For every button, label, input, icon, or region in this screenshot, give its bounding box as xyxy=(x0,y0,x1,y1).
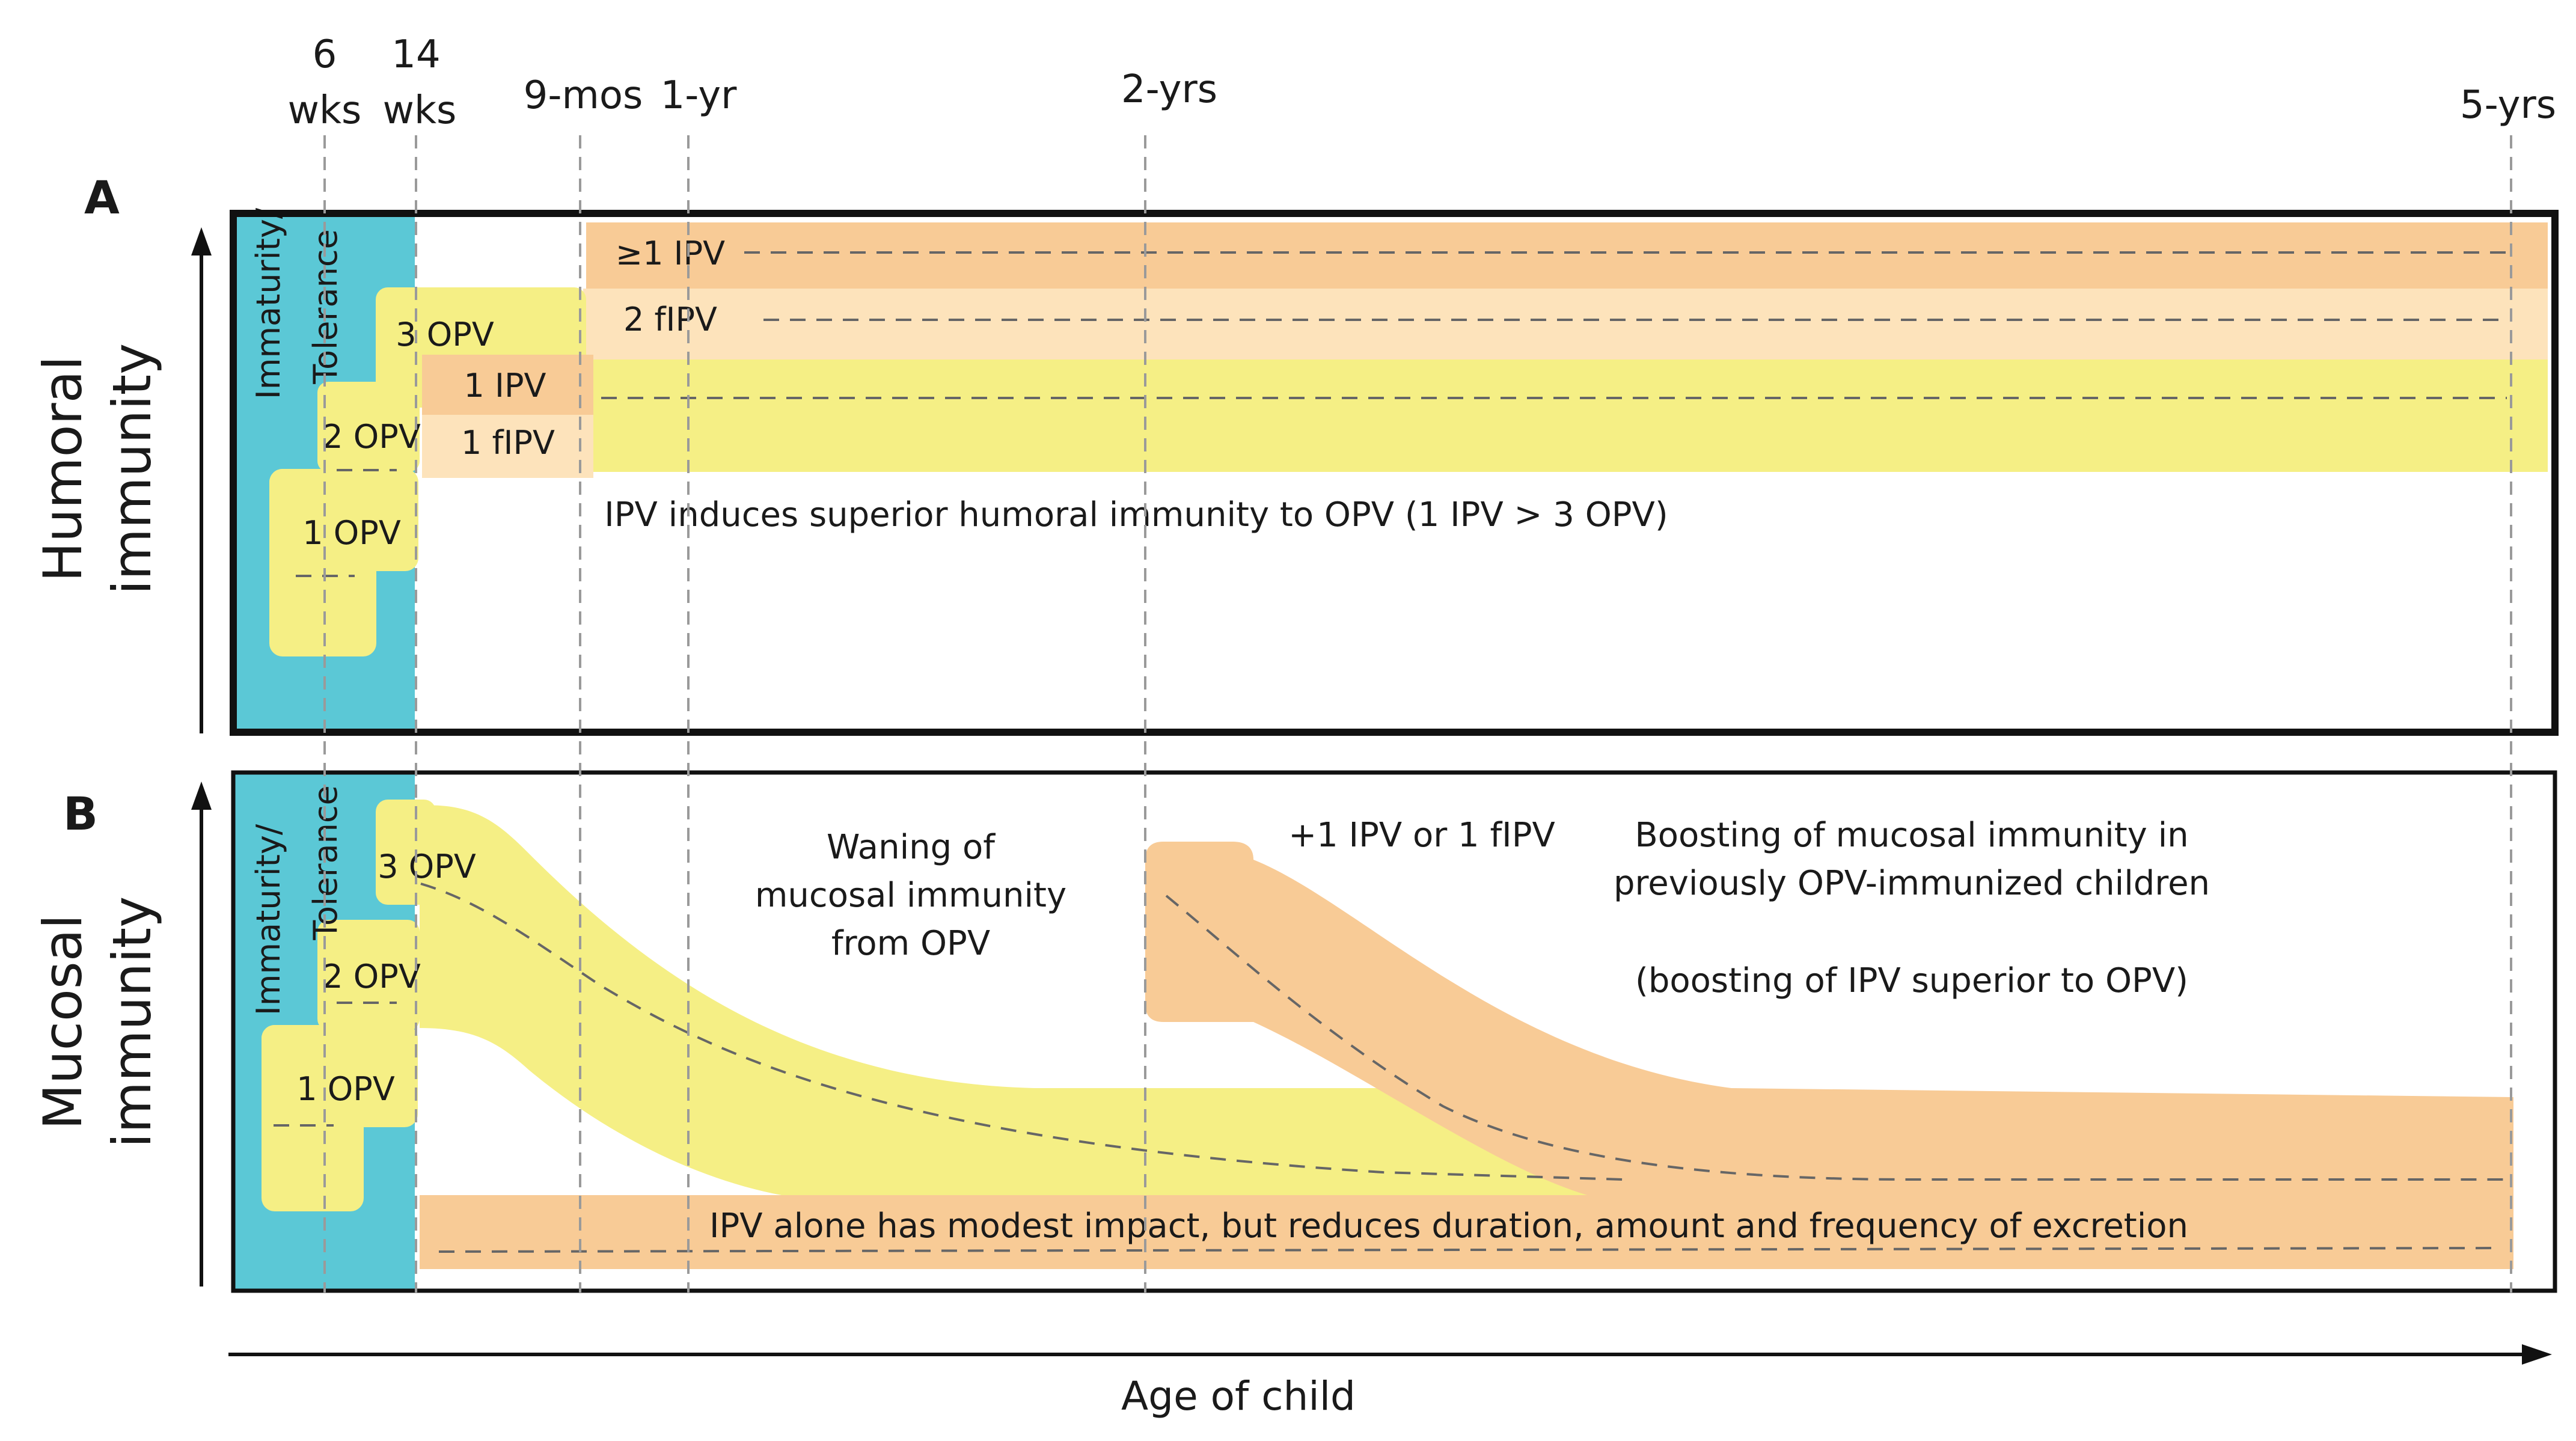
panel-b-y-arrow-head xyxy=(191,782,212,810)
panel-a-fipv1-label: 1 fIPV xyxy=(461,424,555,462)
tick-1yr: 1-yr xyxy=(661,73,738,118)
panel-a-immaturity-label: Immaturity/ xyxy=(249,207,287,399)
panel-b-opv-dash-curve xyxy=(420,883,1624,1181)
panel-a-opv1-shelf xyxy=(269,469,418,571)
tick-6wks-top: 6 xyxy=(313,32,337,77)
tick-6wks-bottom: wks xyxy=(288,88,362,133)
panel-b-immaturity-label: Immaturity/ xyxy=(249,824,287,1015)
panel-a-y-arrow-head xyxy=(191,227,212,255)
panel-b: Immaturity/ Tolerance 1 OPV 2 OPV 3 OPV … xyxy=(231,770,2557,1293)
panel-b-ipv-alone-band xyxy=(420,1195,2513,1269)
panel-b-waning-line3: from OPV xyxy=(831,924,990,963)
panel-a-frame xyxy=(230,210,2559,736)
tick-2yrs: 2-yrs xyxy=(1121,67,1217,112)
tick-14wks-bottom: wks xyxy=(383,88,457,133)
panel-b-opv1-label: 1 OPV xyxy=(296,1070,395,1108)
y-label-mucosal: Mucosal xyxy=(32,914,94,1130)
panel-b-ipv-alone-label: IPV alone has modest impact, but reduces… xyxy=(709,1207,2188,1246)
panel-a-ipv-many-label: ≥1 IPV xyxy=(616,234,725,272)
panel-b-opv3-step xyxy=(376,800,436,905)
panel-a-opv3-label: 3 OPV xyxy=(396,316,494,353)
panel-b-boost-note: (boosting of IPV superior to OPV) xyxy=(1635,961,2188,1000)
panel-b-boost-line1: Boosting of mucosal immunity in xyxy=(1635,816,2188,855)
panel-b-ipv-boost-band xyxy=(1145,842,2513,1195)
panel-a-note: IPV induces superior humoral immunity to… xyxy=(604,495,1668,534)
panel-b-waning-line1: Waning of xyxy=(827,828,996,867)
panel-a-fipv2-band xyxy=(583,289,2548,359)
panel-a-fipv2-label: 2 fIPV xyxy=(623,301,717,338)
panel-b-letter: B xyxy=(63,787,98,840)
panel-a-opv1-label: 1 OPV xyxy=(302,514,401,552)
panel-a-letter: A xyxy=(84,171,120,224)
x-axis: Age of child xyxy=(228,1344,2552,1419)
panel-b-waning-line2: mucosal immunity xyxy=(755,876,1066,915)
y-label-mucosal-immunity: immunity xyxy=(101,896,163,1148)
x-axis-arrow-head xyxy=(2522,1344,2552,1365)
tick-5yrs: 5-yrs xyxy=(2460,83,2556,127)
panel-b-opv-waning-band xyxy=(420,805,1587,1195)
y-label-humoral-immunity: immunity xyxy=(101,343,163,595)
x-tick-labels: 6 wks 14 wks 9-mos 1-yr 2-yrs 5-yrs xyxy=(288,32,2556,133)
panel-b-y-label: Mucosal immunity xyxy=(32,896,163,1148)
panel-b-opv2-label: 2 OPV xyxy=(322,958,421,996)
panel-b-boost-dose: +1 IPV or 1 fIPV xyxy=(1288,816,1555,855)
panel-b-immaturity-text: Immaturity/ xyxy=(249,824,287,1015)
panel-b-frame xyxy=(231,770,2557,1293)
y-axis-arrows xyxy=(191,227,212,1286)
tick-14wks-top: 14 xyxy=(391,32,440,77)
panel-a-fipv1-step xyxy=(422,415,593,478)
panel-a-immaturity-text: Immaturity/ xyxy=(249,207,287,399)
tick-9mos: 9-mos xyxy=(524,73,643,118)
panel-b-opv3-label: 3 OPV xyxy=(378,848,476,886)
panel-a-ipv-band xyxy=(586,222,2548,289)
x-axis-label: Age of child xyxy=(1121,1373,1356,1419)
panel-a-y-label: Humoral immunity xyxy=(32,343,163,595)
panel-a: Immaturity/ Tolerance 1 OPV 2 OPV 3 OPV … xyxy=(230,207,2559,736)
time-guides xyxy=(323,135,2512,1293)
panel-b-opv1-shelf xyxy=(262,1025,418,1127)
panel-b-boost-line2: previously OPV-immunized children xyxy=(1614,864,2210,903)
panel-a-ipv1-step xyxy=(422,355,593,415)
panel-a-opv2-label: 2 OPV xyxy=(322,418,421,456)
y-label-humoral: Humoral xyxy=(32,356,94,582)
panel-a-ipv1-label: 1 IPV xyxy=(464,367,546,405)
panel-b-ipv-dash-curve xyxy=(1165,895,2507,1181)
